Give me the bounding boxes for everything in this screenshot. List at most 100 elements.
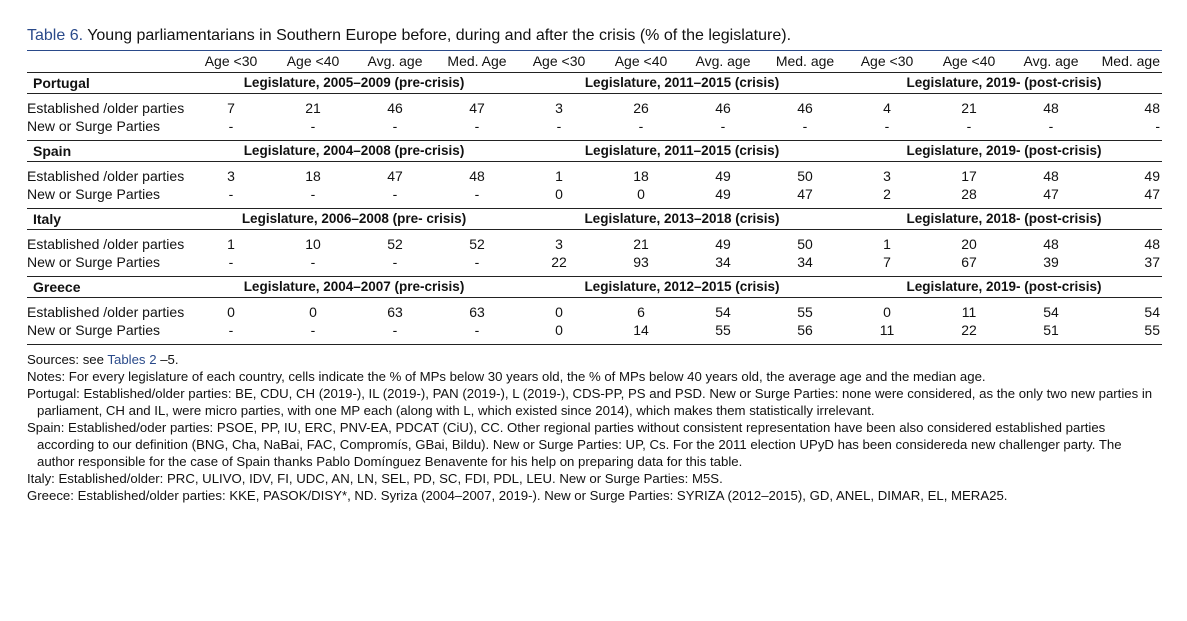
table-cell: 54: [1144, 304, 1160, 320]
table-cell: 3: [555, 236, 563, 252]
table-cell: 21: [305, 100, 321, 116]
legislature-label: Legislature, 2018- (post-crisis): [846, 208, 1162, 230]
table-cell: -: [392, 254, 398, 270]
table-cell: 1: [883, 236, 891, 252]
party-group-label: New or Surge Parties: [27, 254, 161, 270]
table-cell: -: [310, 118, 316, 134]
table-cell: -: [474, 322, 480, 338]
table-cell: -: [310, 254, 316, 270]
table-cell: 21: [633, 236, 649, 252]
tables-link[interactable]: Tables 2: [107, 352, 157, 367]
column-header: Age <30: [204, 53, 258, 69]
table-cell: -: [966, 118, 972, 134]
table-row: Established /older parties 3 18 47 48 1 18 49 50…: [27, 162, 1162, 186]
table-row: Established /older parties 1 10 52 52 3 21 49 50…: [27, 230, 1162, 254]
country-header-row: Greece Legislature, 2004–2007 (pre-crisis…: [27, 276, 1162, 298]
legislature-label: Legislature, 2011–2015 (crisis): [518, 140, 846, 162]
table-cell: 11: [961, 304, 977, 320]
table-cell: 11: [879, 322, 895, 338]
table-cell: -: [474, 254, 480, 270]
table-cell: 47: [469, 100, 485, 116]
table-cell: -: [802, 118, 808, 134]
table-cell: -: [638, 118, 644, 134]
table-cell: 55: [797, 304, 813, 320]
legislature-label: Legislature, 2019- (post-crisis): [846, 140, 1162, 162]
table-cell: 7: [227, 100, 235, 116]
party-group-label: Established /older parties: [27, 168, 185, 184]
table-cell: 18: [633, 168, 649, 184]
party-group-label: Established /older parties: [27, 304, 185, 320]
table-cell: 63: [387, 304, 403, 320]
table-row: Established /older parties 7 21 46 47 3 26 46 46…: [27, 94, 1162, 118]
table-cell: 48: [469, 168, 485, 184]
table-cell: 6: [637, 304, 645, 320]
sources-suffix: –5.: [156, 352, 179, 367]
country-header-row: Spain Legislature, 2004–2008 (pre-crisis)…: [27, 140, 1162, 162]
table-cell: -: [228, 254, 234, 270]
column-header: Age <40: [942, 53, 996, 69]
table-cell: 28: [961, 186, 977, 202]
country-header-row: Portugal Legislature, 2005–2009 (pre-cris…: [27, 72, 1162, 94]
table-cell: -: [392, 322, 398, 338]
country-name: Greece: [27, 276, 190, 298]
table-cell: 10: [305, 236, 321, 252]
table-cell: -: [392, 186, 398, 202]
caption-rule: [27, 50, 1162, 51]
table-cell: 54: [1043, 304, 1059, 320]
table-row: New or Surge Parties - - - - 22 93 34 34 7 67 39 37: [27, 253, 1162, 277]
table-cell: 0: [227, 304, 235, 320]
table-cell: 47: [1144, 186, 1160, 202]
legislature-label: Legislature, 2013–2018 (crisis): [518, 208, 846, 230]
table-cell: -: [310, 186, 316, 202]
column-header: Med. age: [775, 53, 835, 69]
table-cell: 46: [387, 100, 403, 116]
party-group-label: Established /older parties: [27, 100, 185, 116]
table-cell: -: [720, 118, 726, 134]
table-notes: Sources: see Tables 2 –5. Notes: For eve…: [27, 351, 1162, 504]
table-cell: 34: [797, 254, 813, 270]
column-header: Age <40: [286, 53, 340, 69]
table-cell: 37: [1144, 254, 1160, 270]
table-cell: -: [474, 186, 480, 202]
table-cell: 0: [883, 304, 891, 320]
table-cell: -: [310, 322, 316, 338]
table-cell: 47: [387, 168, 403, 184]
table-cell: 26: [633, 100, 649, 116]
table-cell: 49: [715, 168, 731, 184]
country-name: Spain: [27, 140, 190, 162]
table-cell: 0: [309, 304, 317, 320]
table-cell: 39: [1043, 254, 1059, 270]
table-cell: 20: [961, 236, 977, 252]
legislature-label: Legislature, 2011–2015 (crisis): [518, 72, 846, 94]
country-name: Portugal: [27, 72, 190, 94]
table-row: New or Surge Parties - - - - 0 14 55 56 11 22 51 55: [27, 321, 1162, 344]
table-cell: 0: [555, 322, 563, 338]
column-header: Med. Age: [447, 53, 507, 69]
table-cell: -: [228, 322, 234, 338]
country-name: Italy: [27, 208, 190, 230]
table-cell: 55: [1144, 322, 1160, 338]
legislature-label: Legislature, 2006–2008 (pre- crisis): [190, 208, 518, 230]
table-cell: 7: [883, 254, 891, 270]
table-cell: 21: [961, 100, 977, 116]
table-cell: 48: [1043, 168, 1059, 184]
column-header: Avg. age: [695, 53, 751, 69]
note-line: Italy: Established/older: PRC, ULIVO, ID…: [27, 471, 723, 486]
table-cell: -: [392, 118, 398, 134]
table-figure: Table 6. Young parliamentarians in South…: [27, 26, 1162, 504]
legislature-label: Legislature, 2005–2009 (pre-crisis): [190, 72, 518, 94]
country-header-row: Italy Legislature, 2006–2008 (pre- crisis…: [27, 208, 1162, 230]
table-cell: 51: [1043, 322, 1059, 338]
column-header: Avg. age: [1023, 53, 1079, 69]
table-cell: 1: [555, 168, 563, 184]
party-group-label: New or Surge Parties: [27, 322, 161, 338]
table-cell: 48: [1144, 100, 1160, 116]
table-caption: Table 6. Young parliamentarians in South…: [27, 26, 1162, 46]
table-cell: 63: [469, 304, 485, 320]
table-cell: 67: [961, 254, 977, 270]
note-line: Spain: Established/oder parties: PSOE, P…: [27, 420, 1122, 469]
party-group-label: Established /older parties: [27, 236, 185, 252]
column-header: Age <30: [860, 53, 914, 69]
column-header: Age <40: [614, 53, 668, 69]
table-cell: 0: [555, 186, 563, 202]
